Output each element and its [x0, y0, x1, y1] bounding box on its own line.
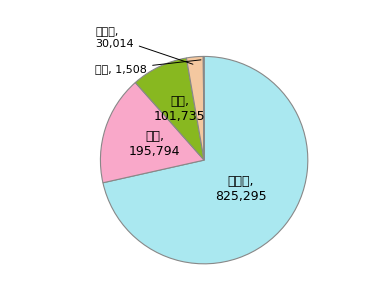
Wedge shape — [135, 58, 204, 160]
Wedge shape — [103, 56, 308, 264]
Title: 25年度の企業債現在高: 25年度の企業債現在高 — [206, 0, 317, 1]
Text: 水道,
195,794: 水道, 195,794 — [129, 130, 181, 158]
Wedge shape — [186, 56, 204, 160]
Text: その他,
30,014: その他, 30,014 — [95, 27, 193, 64]
Text: 病院,
101,735: 病院, 101,735 — [153, 95, 205, 123]
Text: ガス, 1,508: ガス, 1,508 — [95, 60, 201, 74]
Wedge shape — [101, 83, 204, 183]
Wedge shape — [203, 56, 204, 160]
Text: 下水道,
825,295: 下水道, 825,295 — [215, 175, 266, 203]
